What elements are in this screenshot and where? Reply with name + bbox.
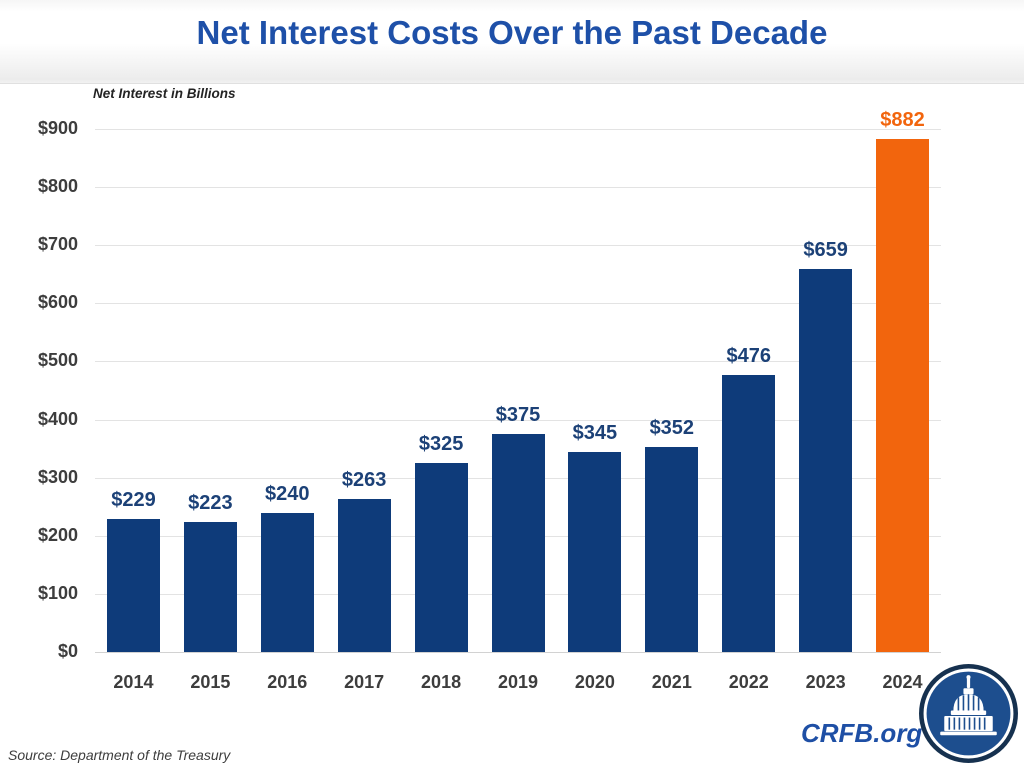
y-tick-$300: $300	[37, 466, 78, 487]
value-label-2014: $229	[111, 488, 156, 511]
x-tick-2021: 2021	[651, 672, 692, 692]
x-tick-2022: 2022	[728, 672, 769, 692]
gridline-$600	[95, 303, 941, 305]
bar-2019	[491, 434, 545, 652]
bar-2017	[337, 499, 391, 652]
value-label-2022: $476	[726, 345, 771, 368]
x-tick-2017: 2017	[344, 672, 385, 692]
y-tick-$200: $200	[37, 524, 78, 545]
x-tick-2019: 2019	[497, 672, 539, 692]
chart-title: Net Interest Costs Over the Past Decade	[196, 14, 828, 51]
source-note: Source: Department of the Treasury	[8, 747, 231, 763]
x-tick-2016: 2016	[267, 672, 308, 692]
x-tick-2020: 2020	[574, 672, 615, 692]
y-tick-$900: $900	[37, 118, 78, 138]
y-tick-$600: $600	[37, 292, 78, 313]
value-label-2019: $375	[495, 404, 541, 427]
bar-2021	[645, 447, 699, 652]
gridline-$700	[95, 245, 941, 247]
x-tick-2023: 2023	[805, 672, 846, 692]
gridline-$400	[95, 419, 941, 421]
gridline-$500	[95, 361, 941, 363]
gridline-$900	[95, 129, 941, 130]
brand-text: CRFB.org	[801, 718, 923, 748]
bar-2023	[799, 269, 853, 652]
bar-2020	[568, 451, 622, 652]
gridline-$0	[95, 652, 941, 653]
x-tick-2024: 2024	[882, 672, 923, 692]
value-label-2016: $240	[265, 482, 310, 505]
value-label-2020: $345	[572, 421, 618, 444]
value-label-2018: $325	[418, 433, 464, 456]
bar-2015	[183, 522, 237, 652]
x-tick-2014: 2014	[113, 672, 154, 692]
x-tick-2015: 2015	[190, 672, 231, 692]
value-label-2017: $263	[341, 469, 387, 492]
value-label-2024: $882	[880, 109, 925, 132]
bar-2022	[722, 375, 776, 652]
y-tick-$700: $700	[37, 234, 78, 255]
gridline-$800	[95, 187, 941, 189]
x-tick-2018: 2018	[421, 672, 462, 692]
capitol-columns	[948, 694, 986, 730]
value-label-2021: $352	[649, 417, 695, 440]
y-tick-$400: $400	[37, 408, 78, 429]
bar-2018	[414, 463, 468, 652]
crfb-capitol-logo	[919, 664, 1018, 763]
y-axis-title: Net Interest in Billions	[93, 86, 236, 101]
y-tick-$100: $100	[37, 582, 78, 603]
bar-2016	[260, 512, 314, 652]
header-band	[0, 0, 1024, 84]
bar-2024	[876, 139, 930, 652]
y-tick-$800: $800	[37, 176, 78, 197]
y-tick-$0: $0	[57, 641, 78, 661]
value-label-2023: $659	[803, 239, 848, 262]
value-label-2015: $223	[188, 492, 233, 515]
bar-2014	[106, 518, 160, 652]
plot-area: $229 $223 $240 $263 $325 $375 $345 $352 $476 $659…	[95, 109, 941, 653]
y-tick-$500: $500	[37, 350, 78, 371]
